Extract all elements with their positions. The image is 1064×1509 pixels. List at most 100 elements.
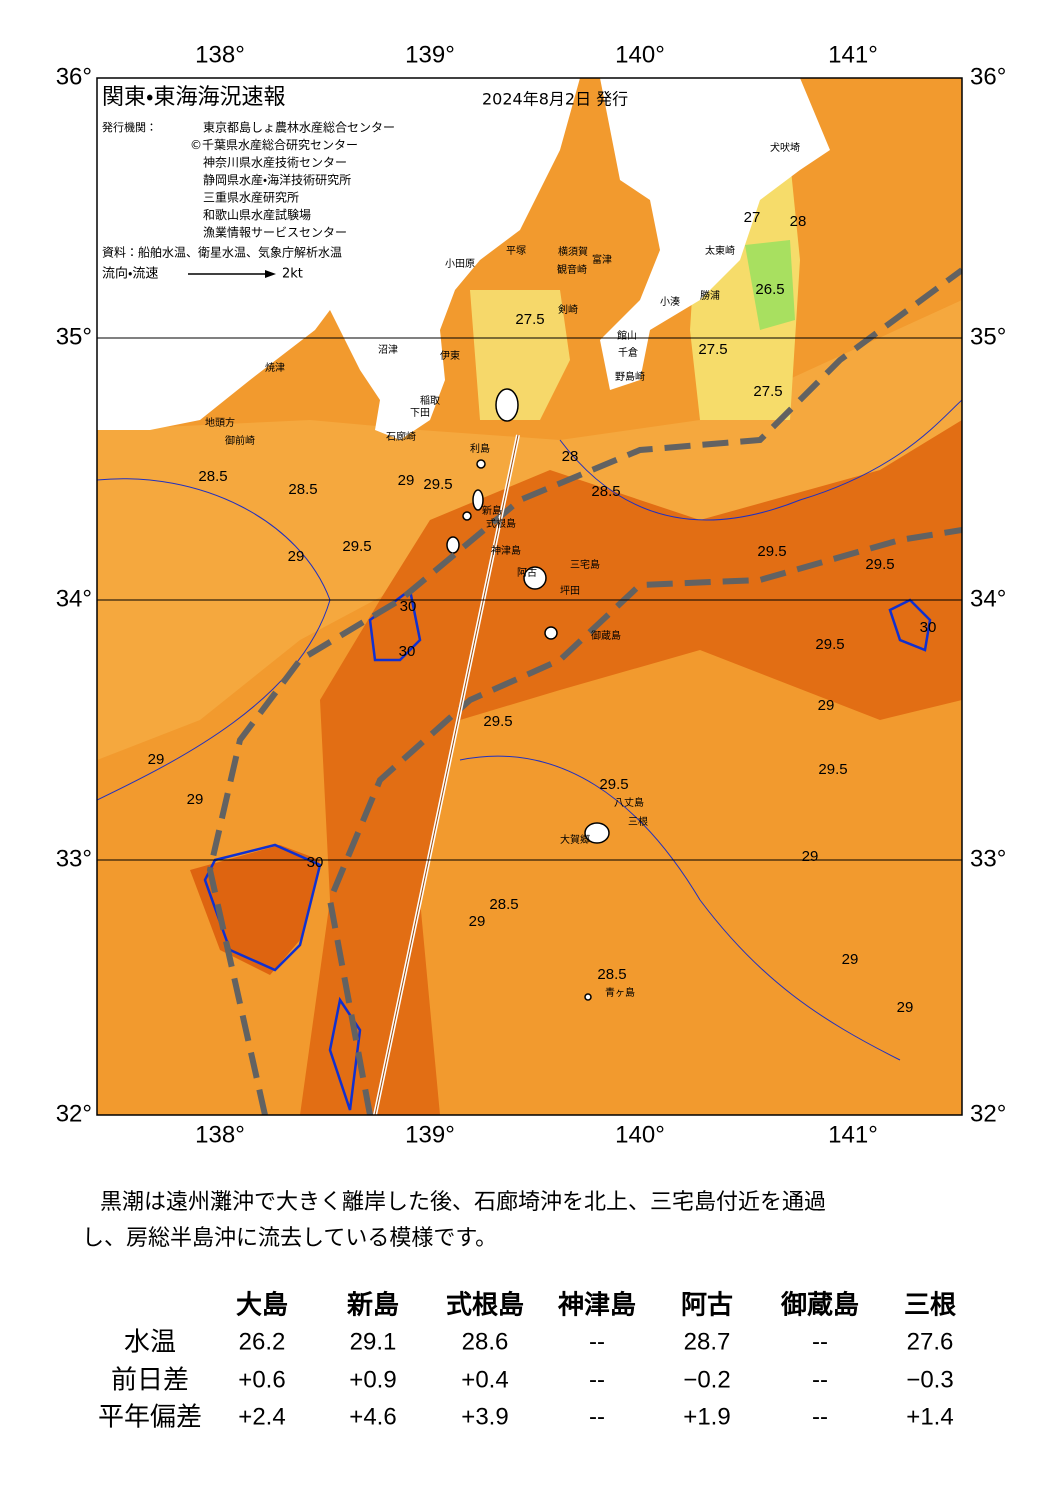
contour-label: 28.5 — [597, 966, 626, 983]
table-cell: -- — [812, 1328, 828, 1355]
lon-label: 140° — [615, 41, 665, 68]
contour-label: 28 — [562, 448, 579, 465]
issuer: 漁業情報サービスセンター — [203, 226, 347, 240]
place-name: 神津島 — [491, 544, 521, 557]
table-cell: +0.9 — [349, 1366, 396, 1393]
lon-label: 140° — [615, 1121, 665, 1148]
contour-label: 27.5 — [753, 383, 782, 400]
lat-label: 34° — [56, 585, 92, 612]
lat-label: 32° — [970, 1100, 1006, 1127]
table-cell: 28.7 — [684, 1328, 731, 1355]
place-name: 沼津 — [378, 343, 398, 356]
place-name: 剣崎 — [558, 303, 578, 316]
contour-label: 29 — [802, 848, 819, 865]
table-cell: +1.9 — [683, 1403, 730, 1430]
lat-label: 33° — [56, 845, 92, 872]
place-name: 利島 — [470, 442, 490, 455]
contour-label: 29.5 — [865, 556, 894, 573]
issuer: 東京都島しょ農林水産総合センター — [203, 120, 395, 135]
contour-label: 29 — [398, 472, 415, 489]
contour-label: 30 — [920, 619, 937, 636]
place-name: 犬吠埼 — [770, 141, 800, 154]
lat-label: 35° — [56, 323, 92, 350]
issuer-label: 発行機関： — [102, 120, 157, 134]
place-name: 下田 — [410, 408, 430, 419]
lat-label: 35° — [970, 323, 1006, 350]
place-name: 阿古 — [517, 566, 537, 579]
lon-label: 141° — [828, 1121, 878, 1148]
table-cell: -- — [589, 1403, 605, 1430]
table-cell: -- — [812, 1366, 828, 1393]
place-name: 野島崎 — [615, 370, 645, 383]
place-name: 大賀郷 — [560, 833, 590, 846]
column-header: 阿古 — [681, 1291, 733, 1321]
place-name: 地頭方 — [205, 416, 235, 429]
map-frame — [96, 77, 963, 1116]
contour-label: 28.5 — [288, 481, 317, 498]
lat-label: 36° — [56, 63, 92, 90]
map-title: 関東・東海海況速報 — [102, 85, 285, 110]
table-cell: +3.9 — [461, 1403, 508, 1430]
lon-label: 138° — [195, 41, 245, 68]
contour-label: 29.5 — [818, 761, 847, 778]
place-name: 横須賀 — [558, 245, 588, 258]
contour-label: 29.5 — [483, 713, 512, 730]
contour-label: 29.5 — [815, 636, 844, 653]
place-name: 観音崎 — [557, 263, 587, 276]
place-name: 小田原 — [445, 258, 475, 270]
table-cell: 27.6 — [907, 1328, 954, 1355]
lon-label: 138° — [195, 1121, 245, 1148]
contour-label: 28.5 — [489, 896, 518, 913]
lat-label: 33° — [970, 845, 1006, 872]
description: し、房総半島沖に流去している模様です。 — [82, 1226, 497, 1251]
place-name: 焼津 — [265, 362, 285, 374]
table-cell: +0.6 — [238, 1366, 285, 1393]
place-name: 平塚 — [506, 245, 526, 257]
column-header: 大島 — [236, 1291, 288, 1321]
place-name: 太東崎 — [705, 244, 735, 257]
lon-label: 139° — [405, 41, 455, 68]
place-name: 稲取 — [420, 395, 440, 407]
place-name: 御蔵島 — [591, 629, 621, 642]
place-name: 坪田 — [560, 584, 580, 597]
contour-label: 27.5 — [515, 311, 544, 328]
contour-label: 29 — [818, 697, 835, 714]
contour-label: 26.5 — [755, 281, 784, 298]
row-label: 平年偏差 — [98, 1403, 202, 1433]
contour-label: 28.5 — [591, 483, 620, 500]
table-cell: +1.4 — [906, 1403, 953, 1430]
lon-label: 139° — [405, 1121, 455, 1148]
table-cell: +0.4 — [461, 1366, 508, 1393]
issue-date: 2024年8月2日 発行 — [482, 90, 628, 109]
column-header: 式根島 — [446, 1291, 524, 1321]
table-cell: +2.4 — [238, 1403, 285, 1430]
issuer: 神奈川県水産技術センター — [203, 155, 347, 170]
column-header: 新島 — [346, 1291, 399, 1321]
contour-label: 29 — [842, 951, 859, 968]
place-name: 三宅島 — [570, 558, 600, 571]
place-name: 新島 — [482, 504, 502, 517]
place-name: 千倉 — [618, 347, 638, 359]
table-cell: 28.6 — [462, 1328, 509, 1355]
place-name: 館山 — [617, 329, 637, 342]
lat-label: 34° — [970, 585, 1006, 612]
place-name: 御前崎 — [225, 434, 255, 447]
contour-label: 29 — [148, 751, 165, 768]
place-name: 八丈島 — [614, 796, 644, 809]
lat-label: 32° — [56, 1100, 92, 1127]
place-name: 勝浦 — [700, 289, 720, 302]
table-cell: -- — [812, 1403, 828, 1430]
flow-scale: 2kt — [282, 267, 303, 282]
contour-label: 27 — [744, 209, 761, 226]
contour-label: 29.5 — [342, 538, 371, 555]
contour-label: 29 — [469, 913, 486, 930]
issuer: ©千葉県水産総合研究センター — [190, 137, 358, 152]
contour-label: 30 — [399, 643, 416, 660]
lon-label: 141° — [828, 41, 878, 68]
column-header: 神津島 — [557, 1291, 636, 1321]
place-name: 青ヶ島 — [605, 986, 635, 999]
flow-legend: 流向・流速 — [102, 266, 158, 282]
issuer: 三重県水産研究所 — [203, 191, 299, 205]
contour-label: 30 — [307, 854, 324, 871]
